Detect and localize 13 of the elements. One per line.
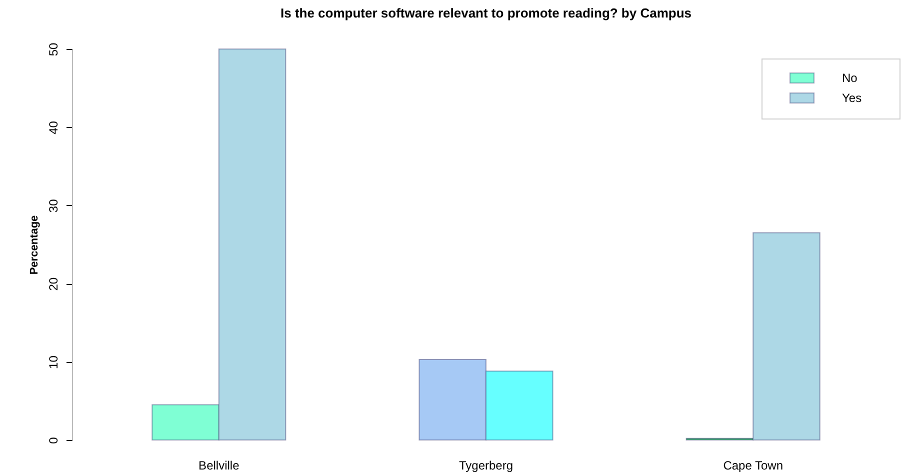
y-tick-label: 10 <box>46 355 60 369</box>
y-tick-label: 20 <box>46 277 60 291</box>
y-tick-label: 40 <box>46 120 60 134</box>
chart-title: Is the computer software relevant to promote reading? by Campus <box>280 5 692 20</box>
y-tick-label: 30 <box>46 198 60 213</box>
x-tick-label: Tygerberg <box>458 458 514 472</box>
legend-label: No <box>842 71 858 85</box>
y-tick-label: 50 <box>46 42 60 56</box>
x-tick-label: Cape Town <box>723 458 784 472</box>
legend-label: Yes <box>842 91 862 105</box>
x-tick-label: Bellville <box>198 458 240 472</box>
y-tick-label: 0 <box>46 436 60 444</box>
y-axis-title: Percentage <box>28 215 40 275</box>
